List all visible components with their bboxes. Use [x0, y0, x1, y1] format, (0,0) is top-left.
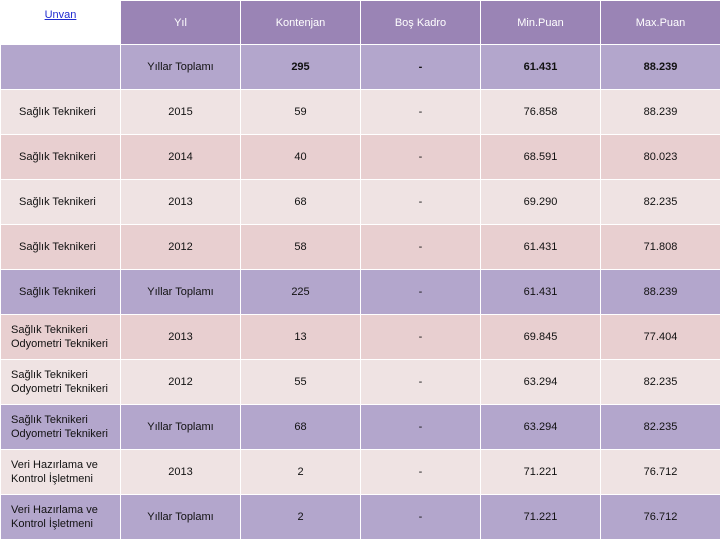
cell-min-puan: 76.858	[480, 89, 601, 135]
header-max-puan: Max.Puan	[600, 0, 720, 45]
cell-bos-kadro: -	[360, 44, 481, 90]
cell-max-puan: 71.808	[600, 224, 720, 270]
cell-bos-kadro: -	[360, 179, 481, 225]
cell-min-puan: 68.591	[480, 134, 601, 180]
cell-min-puan: 61.431	[480, 224, 601, 270]
table-row: Sağlık Teknikeri 2012 58 - 61.431 71.808	[0, 224, 720, 270]
cell-yil: 2012	[120, 224, 241, 270]
cell-min-puan: 61.431	[480, 269, 601, 315]
cell-bos-kadro: -	[360, 404, 481, 450]
cell-kontenjan: 55	[240, 359, 361, 405]
cell-max-puan: 76.712	[600, 494, 720, 540]
table-row-total: Sağlık Teknikeri Yıllar Toplamı 225 - 61…	[0, 269, 720, 315]
cell-max-puan: 88.239	[600, 269, 720, 315]
cell-yil: 2013	[120, 179, 241, 225]
cell-unvan: Sağlık Teknikeri Odyometri Teknikeri	[0, 404, 121, 450]
header-unvan[interactable]: Unvan	[0, 0, 121, 45]
cell-bos-kadro: -	[360, 134, 481, 180]
cell-max-puan: 82.235	[600, 359, 720, 405]
header-yil: Yıl	[120, 0, 241, 45]
cell-bos-kadro: -	[360, 89, 481, 135]
cell-min-puan: 61.431	[480, 44, 601, 90]
cell-kontenjan: 295	[240, 44, 361, 90]
cell-bos-kadro: -	[360, 449, 481, 495]
cell-unvan: Sağlık Teknikeri	[0, 269, 121, 315]
cell-kontenjan: 2	[240, 494, 361, 540]
cell-unvan: Sağlık Teknikeri	[0, 134, 121, 180]
cell-unvan: Sağlık Teknikeri	[0, 224, 121, 270]
table-row: Veri Hazırlama ve Kontrol İşletmeni 2013…	[0, 449, 720, 495]
cell-kontenjan: 58	[240, 224, 361, 270]
cell-yil: Yıllar Toplamı	[120, 494, 241, 540]
cell-unvan: Veri Hazırlama ve Kontrol İşletmeni	[0, 494, 121, 540]
cell-bos-kadro: -	[360, 224, 481, 270]
header-bos-kadro: Boş Kadro	[360, 0, 481, 45]
table-row: Sağlık Teknikeri 2015 59 - 76.858 88.239	[0, 89, 720, 135]
unvan-sort-link[interactable]: Unvan	[44, 9, 77, 21]
header-min-puan: Min.Puan	[480, 0, 601, 45]
cell-min-puan: 69.290	[480, 179, 601, 225]
cell-bos-kadro: -	[360, 314, 481, 360]
cell-unvan: Sağlık Teknikeri Odyometri Teknikeri	[0, 314, 121, 360]
cell-yil: 2012	[120, 359, 241, 405]
cell-max-puan: 76.712	[600, 449, 720, 495]
cell-kontenjan: 225	[240, 269, 361, 315]
cell-min-puan: 69.845	[480, 314, 601, 360]
cell-unvan: Sağlık Teknikeri Odyometri Teknikeri	[0, 359, 121, 405]
table-row-total-all: Yıllar Toplamı 295 - 61.431 88.239	[0, 44, 720, 90]
header-kontenjan: Kontenjan	[240, 0, 361, 45]
cell-kontenjan: 2	[240, 449, 361, 495]
cell-yil: Yıllar Toplamı	[120, 44, 241, 90]
cell-bos-kadro: -	[360, 359, 481, 405]
cell-kontenjan: 68	[240, 179, 361, 225]
cell-unvan: Sağlık Teknikeri	[0, 89, 121, 135]
header-row: Unvan Yıl Kontenjan Boş Kadro Min.Puan M…	[0, 0, 720, 45]
cell-min-puan: 71.221	[480, 494, 601, 540]
cell-min-puan: 63.294	[480, 404, 601, 450]
cell-max-puan: 88.239	[600, 89, 720, 135]
cell-yil: Yıllar Toplamı	[120, 269, 241, 315]
table-row: Sağlık Teknikeri 2013 68 - 69.290 82.235	[0, 179, 720, 225]
cell-yil: 2013	[120, 449, 241, 495]
cell-yil: 2015	[120, 89, 241, 135]
cell-kontenjan: 68	[240, 404, 361, 450]
cell-kontenjan: 40	[240, 134, 361, 180]
table-row-total: Sağlık Teknikeri Odyometri Teknikeri Yıl…	[0, 404, 720, 450]
cell-min-puan: 71.221	[480, 449, 601, 495]
cell-max-puan: 88.239	[600, 44, 720, 90]
cell-yil: 2014	[120, 134, 241, 180]
table-row: Sağlık Teknikeri 2014 40 - 68.591 80.023	[0, 134, 720, 180]
cell-bos-kadro: -	[360, 494, 481, 540]
cell-min-puan: 63.294	[480, 359, 601, 405]
cell-yil: Yıllar Toplamı	[120, 404, 241, 450]
table-row: Sağlık Teknikeri Odyometri Teknikeri 201…	[0, 314, 720, 360]
cell-kontenjan: 59	[240, 89, 361, 135]
cell-max-puan: 82.235	[600, 179, 720, 225]
cell-kontenjan: 13	[240, 314, 361, 360]
cell-unvan	[0, 44, 121, 90]
table-row: Sağlık Teknikeri Odyometri Teknikeri 201…	[0, 359, 720, 405]
cell-unvan: Veri Hazırlama ve Kontrol İşletmeni	[0, 449, 121, 495]
cell-max-puan: 77.404	[600, 314, 720, 360]
cell-bos-kadro: -	[360, 269, 481, 315]
cell-max-puan: 82.235	[600, 404, 720, 450]
cell-unvan: Sağlık Teknikeri	[0, 179, 121, 225]
cell-yil: 2013	[120, 314, 241, 360]
table-row-total: Veri Hazırlama ve Kontrol İşletmeni Yıll…	[0, 494, 720, 540]
cell-max-puan: 80.023	[600, 134, 720, 180]
